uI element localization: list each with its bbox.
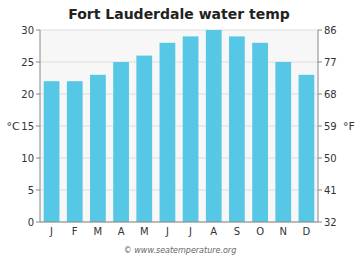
y2-tick (318, 62, 322, 63)
bar (299, 75, 315, 222)
chart-container: 0 5 10 15 20 25 30 32 41 50 59 68 77 86 J F M A M J J A S O N D °C… (0, 0, 360, 260)
bar (252, 43, 268, 222)
x-tick-label: D (303, 226, 311, 237)
y-tick-label: 15 (21, 121, 34, 132)
chart: 0 5 10 15 20 25 30 32 41 50 59 68 77 86 J F M A M J J A S O N D °C… (0, 0, 360, 260)
y2-tick-label: 41 (324, 185, 337, 196)
y2-tick-label: 32 (324, 217, 337, 228)
y2-tick (318, 222, 322, 223)
bar (275, 62, 291, 222)
y-tick (36, 94, 40, 95)
x-tick-label: A (210, 226, 217, 237)
plot-area (40, 30, 318, 222)
bars (44, 30, 315, 222)
y2-tick (318, 94, 322, 95)
bar (206, 30, 222, 222)
y2-tick-label: 86 (324, 25, 337, 36)
y2-tick (318, 158, 322, 159)
y2-tick (318, 190, 322, 191)
grid-line (40, 222, 318, 223)
y-axis-line (40, 30, 41, 222)
bar (44, 81, 60, 222)
y-tick-label: 20 (21, 89, 34, 100)
y2-tick-label: 50 (324, 153, 337, 164)
bar (113, 62, 129, 222)
annotation: © www.seatemperature.org (124, 246, 236, 255)
y-tick (36, 190, 40, 191)
y-tick (36, 222, 40, 223)
y-tick (36, 30, 40, 31)
y2-tick-label: 59 (324, 121, 337, 132)
y-tick-label: 30 (21, 25, 34, 36)
y2-tick-label: 77 (324, 57, 337, 68)
bar (183, 36, 199, 222)
grid-line (40, 30, 318, 31)
x-tick-label: M (94, 226, 103, 237)
y-axis-label: °C (6, 120, 20, 133)
x-tick-label: M (140, 226, 149, 237)
y2-tick (318, 30, 322, 31)
x-tick-label: O (256, 226, 264, 237)
bar (136, 56, 152, 222)
y-tick (36, 62, 40, 63)
x-tick-label: J (188, 226, 192, 237)
x-tick-label: S (234, 226, 240, 237)
x-tick-label: J (165, 226, 169, 237)
bar (229, 36, 245, 222)
y-tick (36, 158, 40, 159)
y2-tick-label: 68 (324, 89, 337, 100)
bar (67, 81, 83, 222)
x-tick-label: F (72, 226, 78, 237)
x-axis-line (40, 222, 318, 223)
y2-axis-line (318, 30, 319, 222)
x-tick-label: A (118, 226, 125, 237)
y-tick-label: 0 (28, 217, 34, 228)
y-tick-label: 25 (21, 57, 34, 68)
x-tick-label: N (280, 226, 287, 237)
title: Fort Lauderdale water temp (68, 6, 290, 22)
y-tick-label: 10 (21, 153, 34, 164)
bar (90, 75, 106, 222)
y2-axis-label: °F (343, 120, 355, 133)
y-tick (36, 126, 40, 127)
bar (160, 43, 176, 222)
y2-tick (318, 126, 322, 127)
y-tick-label: 5 (28, 185, 34, 196)
x-tick-label: J (49, 226, 53, 237)
